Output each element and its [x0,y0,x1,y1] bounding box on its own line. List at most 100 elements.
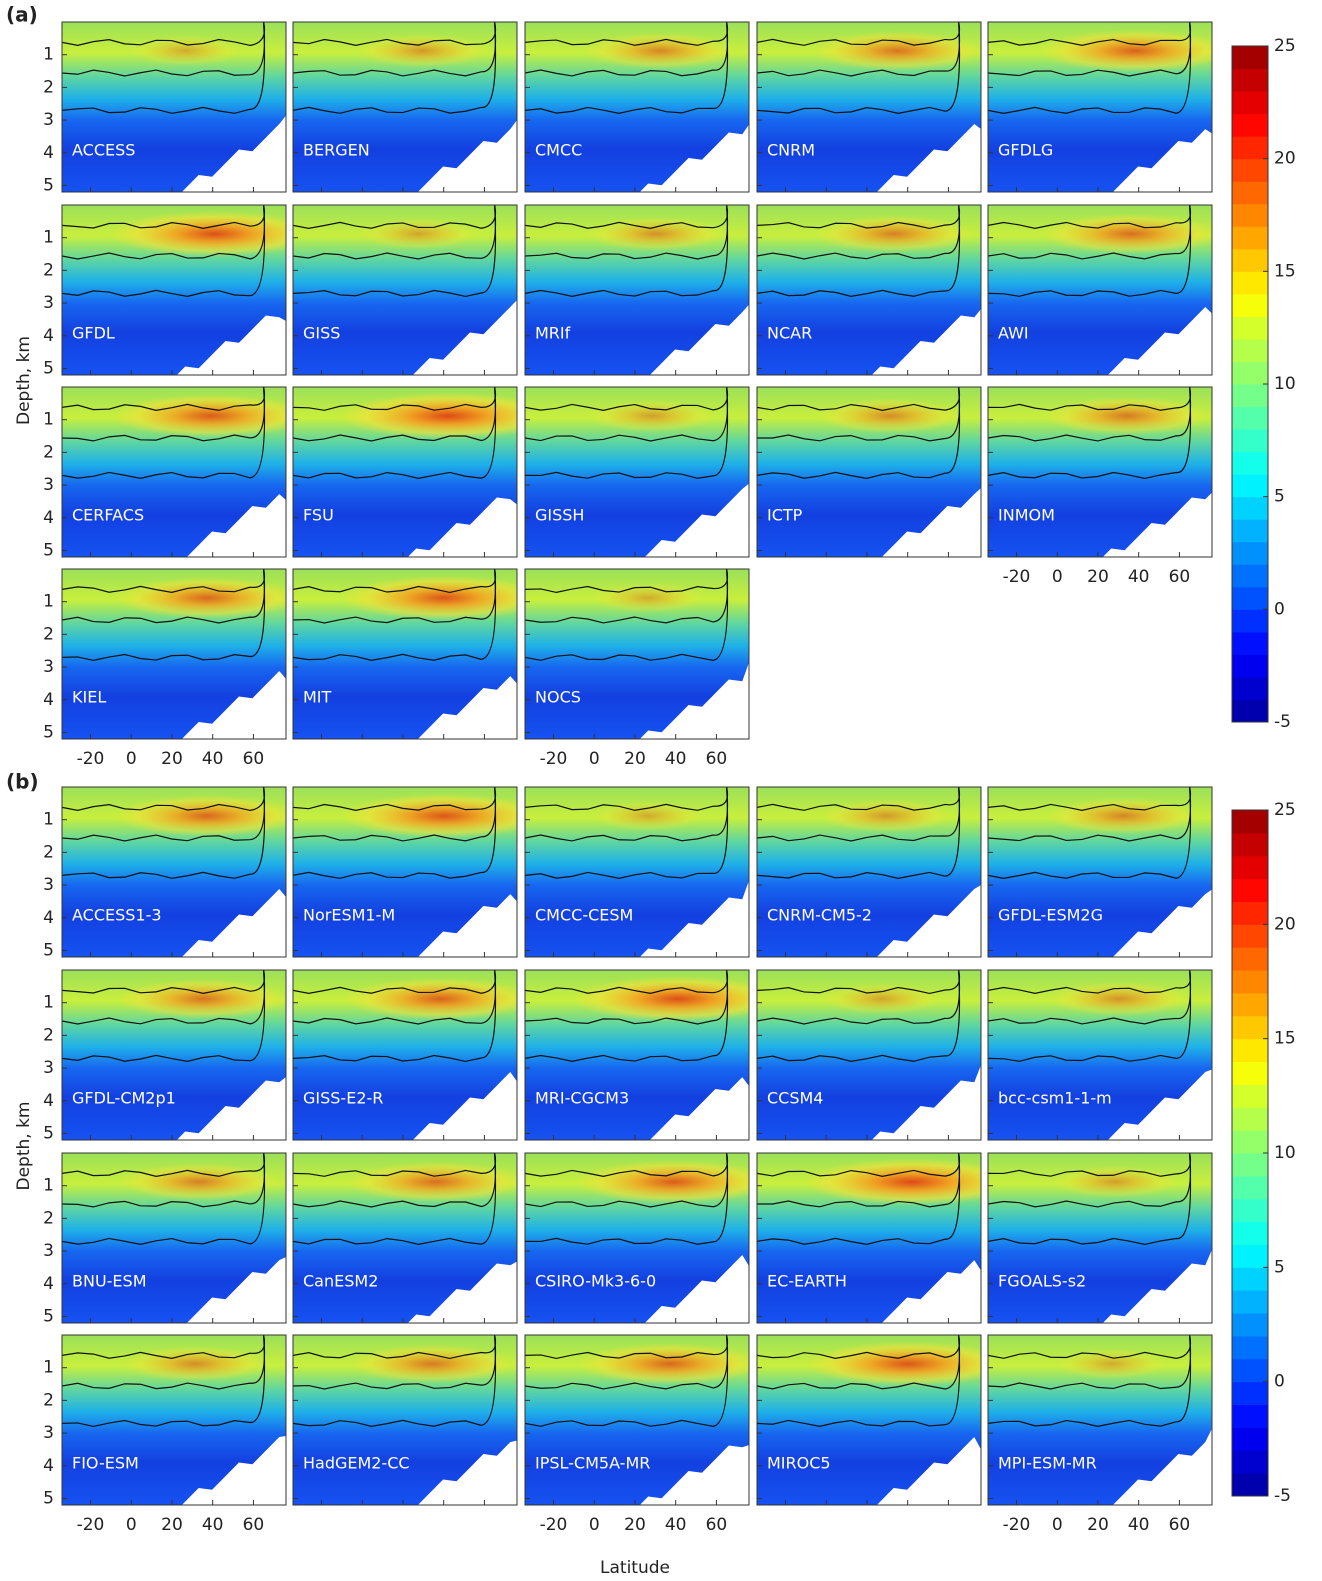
colorbar-step [1232,699,1268,723]
panel-frame [987,1152,1213,1324]
colorbar-step [1232,1198,1268,1223]
colorbar-step [1232,338,1268,362]
warm-core [1049,981,1189,1017]
y-tick-label: 5 [43,1488,54,1508]
colorbar-tick-label: 20 [1274,914,1296,934]
colorbar-step [1232,519,1268,543]
field [293,387,517,557]
colorbar-step [1232,181,1268,205]
panel-frame [756,204,982,376]
colorbar-step [1232,1313,1268,1337]
panel-name: ACCESS1-3 [72,906,162,925]
x-tick-label: -20 [540,749,568,769]
colorbar-step [1232,1221,1268,1245]
panel-name: FSU [303,506,334,525]
warm-core [119,1163,279,1201]
x-tick-label: 60 [706,749,728,769]
contour-line [988,387,1192,480]
field [525,205,749,375]
panel: HadGEM2-CC [292,1334,518,1506]
x-tick-label: 40 [202,1515,224,1535]
panel-name: FIO-ESM [72,1454,139,1473]
warm-core [1039,29,1212,73]
warm-core [589,399,715,433]
colorbar-tick-label: 10 [1274,374,1296,394]
x-tick-label: -20 [540,1515,568,1535]
colorbar-tick-label: 0 [1274,599,1285,619]
colorbar-step [1232,586,1268,610]
y-tick-label: 1 [43,592,54,612]
contour-line [62,205,266,297]
y-tick-label: 2 [43,1025,54,1045]
seafloor [846,488,981,557]
field [293,22,517,192]
contour-line [62,970,266,1062]
colorbar-step [1232,46,1268,70]
seafloor [151,1257,286,1323]
panel-name: GFDL-CM2p1 [72,1089,176,1108]
panel-frame [756,21,982,193]
warm-core [347,1161,517,1203]
colorbar-step [1232,855,1268,880]
panel-name: GFDLG [998,141,1053,160]
contour-line [757,387,961,479]
panel: CSIRO-Mk3-6-0 [524,1152,750,1324]
contour-line [525,1153,729,1245]
panel-frame [987,969,1213,1141]
colorbar-step [1232,203,1268,227]
x-tick-label: 20 [624,749,646,769]
contour-line [525,205,729,298]
colorbar-tick-label: 15 [1274,261,1296,281]
colorbar-step [1232,1015,1268,1040]
seafloor [151,494,286,557]
y-tick-label: 5 [43,940,54,960]
y-tick-label: 3 [43,110,54,130]
contour-line [757,787,961,879]
warm-core [122,1346,268,1382]
contour-line [988,1153,1192,1246]
colorbar-step [1232,1038,1268,1063]
warm-core [356,34,489,68]
panel-name: CNRM-CM5-2 [767,906,872,925]
field [988,1153,1212,1323]
contour-line [62,569,266,662]
y-tick-label: 2 [43,842,54,862]
y-tick-label: 2 [43,624,54,644]
seafloor [382,1261,517,1323]
field [62,205,286,375]
panel-frame [756,1334,982,1506]
x-tick-label: 20 [624,1515,646,1535]
x-tick-label: 60 [706,1515,728,1535]
colorbar-step [1232,1290,1268,1314]
seafloor [382,894,517,957]
panel-frame [524,1152,750,1324]
field [293,569,517,739]
colorbar-step [1232,810,1268,834]
panel-name: IPSL-CM5A-MR [535,1454,650,1473]
warm-core [109,211,286,257]
seafloor [614,483,749,557]
panel-label: (a) [6,3,38,27]
panel: MRIf [524,204,750,376]
contour-line [757,205,961,297]
contour-line [293,569,497,661]
field [525,1335,749,1505]
colorbar-step [1232,1084,1268,1108]
contour-line [62,22,266,114]
x-tick-label: -20 [77,749,105,769]
seafloor [1077,1069,1212,1140]
y-tick-label: 2 [43,77,54,97]
seafloor [151,671,286,739]
seafloor [382,497,517,557]
seafloor [846,309,981,375]
y-tick-label: 5 [43,1123,54,1143]
contour-line [988,1335,1192,1428]
contour-line [293,787,497,879]
warm-core [592,582,705,614]
seafloor [614,1077,749,1140]
panel-frame [987,386,1213,558]
x-tick-label: 60 [243,749,265,769]
contour-line [988,787,1192,879]
x-tick-label: 20 [1087,1515,1109,1535]
panel-frame [61,386,287,558]
